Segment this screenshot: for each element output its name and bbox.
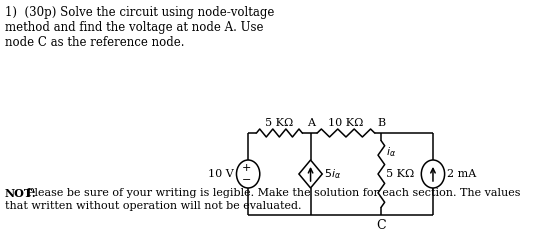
Text: 2 mA: 2 mA: [447, 169, 476, 179]
Text: 1)  (30p) Solve the circuit using node-voltage: 1) (30p) Solve the circuit using node-vo…: [5, 6, 274, 19]
Text: 5 KΩ: 5 KΩ: [386, 169, 414, 179]
Text: $5i_\alpha$: $5i_\alpha$: [324, 167, 341, 181]
Text: −: −: [242, 175, 251, 185]
Text: $i_\alpha$: $i_\alpha$: [386, 145, 395, 159]
Text: 10 V: 10 V: [208, 169, 234, 179]
Text: Please be sure of your writing is legible. Make the solution for each section. T: Please be sure of your writing is legibl…: [26, 188, 520, 198]
Text: B: B: [377, 118, 386, 128]
Text: node C as the reference node.: node C as the reference node.: [5, 36, 184, 49]
Text: +: +: [242, 163, 251, 173]
Text: 5 KΩ: 5 KΩ: [265, 118, 294, 128]
Text: A: A: [306, 118, 315, 128]
Text: that written without operation will not be evaluated.: that written without operation will not …: [5, 201, 301, 211]
Text: 10 KΩ: 10 KΩ: [328, 118, 364, 128]
Text: method and find the voltage at node A. Use: method and find the voltage at node A. U…: [5, 21, 263, 34]
Text: C: C: [377, 219, 386, 232]
Text: NOT:: NOT:: [5, 188, 37, 199]
